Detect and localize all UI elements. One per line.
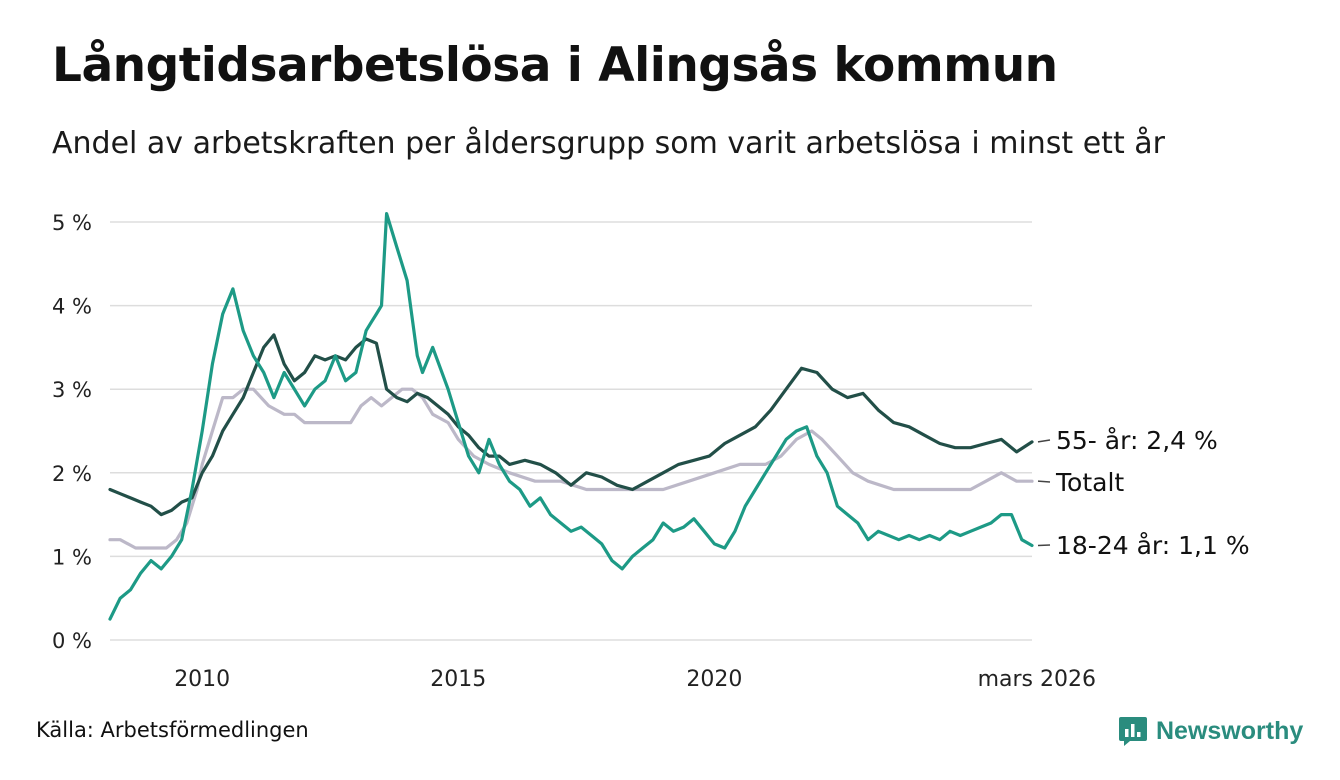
label-leader [1037, 480, 1051, 483]
series-lines [108, 212, 1034, 621]
y-tick-label: 4 % [52, 295, 92, 319]
y-tick-label: 0 % [52, 629, 92, 653]
x-tick-label: mars 2026 [978, 667, 1096, 692]
y-axis-ticks: 0 % 1 % 2 % 3 % 4 % 5 % [52, 211, 92, 653]
series-line-1 [108, 333, 1034, 517]
chart-title: Långtidsarbetslösa i Alingsås kommun [52, 38, 1058, 93]
source-note: Källa: Arbetsförmedlingen [36, 718, 309, 742]
series-end-label: 18-24 år: 1,1 % [1056, 531, 1250, 560]
series-end-labels: Totalt 55- år: 2,4 % 18-24 år: 1,1 % [1037, 426, 1250, 560]
x-tick-label: 2020 [686, 667, 742, 692]
newsworthy-logo-icon [1119, 717, 1147, 746]
series-line-2 [108, 212, 1034, 621]
x-tick-label: 2010 [174, 667, 230, 692]
newsworthy-logo-text: Newsworthy [1156, 716, 1304, 745]
series-line-0 [108, 387, 1034, 550]
x-tick-label: 2015 [430, 667, 486, 692]
label-leader [1037, 439, 1051, 443]
series-end-label: 55- år: 2,4 % [1056, 426, 1218, 455]
y-tick-label: 1 % [52, 545, 92, 569]
label-leader [1037, 544, 1051, 547]
series-end-label: Totalt [1055, 468, 1124, 497]
y-tick-label: 3 % [52, 378, 92, 402]
y-tick-label: 5 % [52, 211, 92, 235]
y-tick-label: 2 % [52, 462, 92, 486]
gridlines [110, 221, 1032, 641]
chart-subtitle: Andel av arbetskraften per åldersgrupp s… [52, 126, 1165, 161]
newsworthy-logo: Newsworthy [1118, 714, 1303, 748]
x-axis-ticks: 2010 2015 2020 mars 2026 [174, 667, 1096, 692]
